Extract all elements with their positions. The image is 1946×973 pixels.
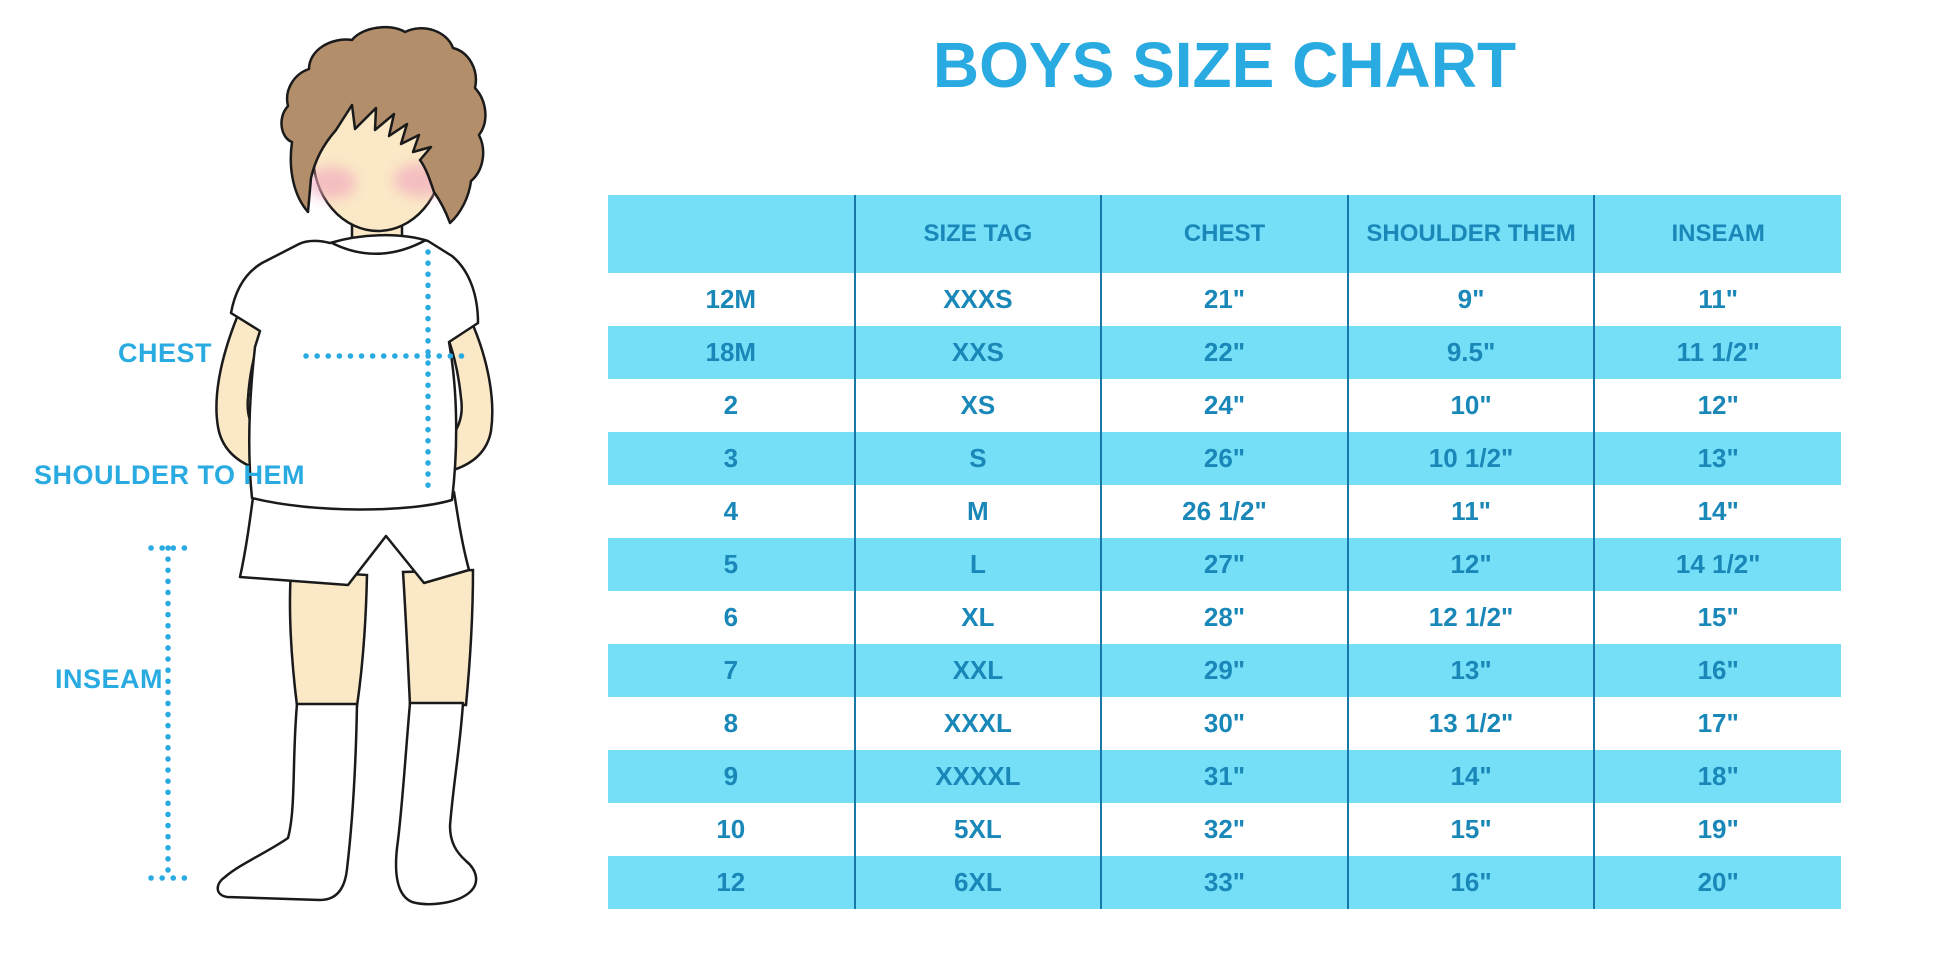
table-cell: 14"	[1346, 750, 1595, 803]
table-cell: XXS	[853, 326, 1102, 379]
table-cell: 16"	[1593, 644, 1841, 697]
collar-line	[331, 238, 427, 256]
table-row: 6 XL 28" 12 1/2" 15"	[608, 591, 1841, 644]
table-cell: 18"	[1593, 750, 1841, 803]
table-cell: XXL	[853, 644, 1102, 697]
table-cell: 12 1/2"	[1346, 591, 1595, 644]
size-table-head: SIZE TAG CHEST SHOULDER THEM INSEAM	[608, 195, 1841, 273]
table-cell: L	[853, 538, 1102, 591]
table-cell: 13"	[1593, 432, 1841, 485]
table-cell: S	[853, 432, 1102, 485]
table-cell: 12"	[1346, 538, 1595, 591]
table-cell: XXXL	[853, 697, 1102, 750]
table-cell: 6XL	[853, 856, 1102, 909]
size-table-container: SIZE TAG CHEST SHOULDER THEM INSEAM 12M X…	[608, 195, 1841, 909]
table-row: 18M XXS 22" 9.5" 11 1/2"	[608, 326, 1841, 379]
table-cell: 10	[716, 814, 746, 844]
page-title: BOYS SIZE CHART	[932, 29, 1517, 101]
table-cell: 11"	[1593, 273, 1841, 326]
table-cell: 5	[723, 549, 739, 579]
right-leg	[401, 568, 475, 707]
table-cell: 2	[723, 390, 739, 420]
table-cell: 15"	[1593, 591, 1841, 644]
size-table: SIZE TAG CHEST SHOULDER THEM INSEAM 12M X…	[608, 195, 1841, 909]
boy-measurement-illustration	[148, 25, 494, 906]
table-cell: 18M	[705, 337, 757, 367]
table-row: 2 XS 24" 10" 12"	[608, 379, 1841, 432]
table-cell: 20"	[1593, 856, 1841, 909]
table-row: 7 XXL 29" 13" 16"	[608, 644, 1841, 697]
table-row: 9 XXXXL 31" 14" 18"	[608, 750, 1841, 803]
table-cell: 14"	[1593, 485, 1841, 538]
table-cell: XL	[853, 591, 1102, 644]
table-cell: XXXXL	[853, 750, 1102, 803]
table-cell: 4	[723, 496, 739, 526]
table-row: 12M XXXS 21" 9" 11"	[608, 273, 1841, 326]
table-row: 4 M 26 1/2" 11" 14"	[608, 485, 1841, 538]
table-row: 3 S 26" 10 1/2" 13"	[608, 432, 1841, 485]
table-cell: 10 1/2"	[1346, 432, 1595, 485]
table-cell: XXXS	[853, 273, 1102, 326]
hair-shape	[280, 25, 487, 225]
header-cell-size	[608, 195, 855, 273]
left-leg	[288, 568, 369, 708]
table-cell: 14 1/2"	[1593, 538, 1841, 591]
table-cell: 6	[723, 602, 739, 632]
cheek-left	[306, 167, 356, 199]
size-table-body: 12M XXXS 21" 9" 11" 18M XXS 22" 9.5" 11 1/2" 2 XS 24…	[608, 273, 1841, 909]
header-cell-chest: CHEST	[1100, 195, 1348, 273]
table-row: 5 L 27" 12" 14 1/2"	[608, 538, 1841, 591]
table-cell: 3	[723, 443, 739, 473]
chest-label: CHEST	[118, 338, 213, 368]
table-cell: 9.5"	[1346, 326, 1595, 379]
table-cell: 31"	[1100, 750, 1348, 803]
table-cell: 11 1/2"	[1593, 326, 1841, 379]
table-cell: 30"	[1100, 697, 1348, 750]
table-cell: 11"	[1346, 485, 1595, 538]
header-cell-size-tag: SIZE TAG	[853, 195, 1102, 273]
table-cell: 29"	[1100, 644, 1348, 697]
table-cell: 8	[723, 708, 739, 738]
table-cell: 27"	[1100, 538, 1348, 591]
inseam-label: INSEAM	[55, 664, 164, 694]
table-cell: 22"	[1100, 326, 1348, 379]
header-cell-inseam: INSEAM	[1593, 195, 1841, 273]
table-cell: 32"	[1100, 803, 1348, 856]
table-cell: 28"	[1100, 591, 1348, 644]
table-cell: M	[853, 485, 1102, 538]
table-cell: 13 1/2"	[1346, 697, 1595, 750]
table-row: 8 XXXL 30" 13 1/2" 17"	[608, 697, 1841, 750]
table-cell: 16"	[1346, 856, 1595, 909]
table-cell: 12M	[705, 284, 757, 314]
table-cell: 21"	[1100, 273, 1348, 326]
table-cell: XS	[853, 379, 1102, 432]
table-cell: 15"	[1346, 803, 1595, 856]
table-cell: 9	[723, 761, 739, 791]
shoulder-to-hem-label: SHOULDER TO HEM	[34, 460, 306, 490]
right-sock	[394, 701, 478, 906]
table-cell: 5XL	[853, 803, 1102, 856]
table-row: 10 5XL 32" 15" 19"	[608, 803, 1841, 856]
table-row: 12 6XL 33" 16" 20"	[608, 856, 1841, 909]
header-cell-shoulder: SHOULDER THEM	[1346, 195, 1595, 273]
table-cell: 9"	[1346, 273, 1595, 326]
table-cell: 24"	[1100, 379, 1348, 432]
left-sock	[216, 702, 359, 902]
header-row: SIZE TAG CHEST SHOULDER THEM INSEAM	[608, 195, 1841, 273]
table-cell: 10"	[1346, 379, 1595, 432]
table-cell: 26"	[1100, 432, 1348, 485]
table-cell: 17"	[1593, 697, 1841, 750]
table-cell: 19"	[1593, 803, 1841, 856]
table-cell: 7	[723, 655, 739, 685]
shirt-shape	[229, 233, 480, 511]
table-cell: 33"	[1100, 856, 1348, 909]
table-cell: 26 1/2"	[1100, 485, 1348, 538]
table-cell: 12"	[1593, 379, 1841, 432]
table-cell: 12	[716, 867, 746, 897]
table-cell: 13"	[1346, 644, 1595, 697]
